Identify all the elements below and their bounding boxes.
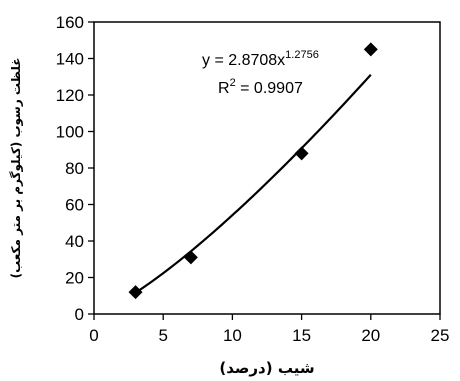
y-tick-label: 60 [65,196,84,215]
trendline [134,74,372,294]
y-axis-title: غلظت رسوب (کیلوگرم بر متر مکعب) [9,58,24,279]
x-tick-label: 10 [223,326,242,345]
r-squared-symbol: R [218,80,230,97]
data-point [183,250,198,265]
data-point [363,42,378,57]
y-tick-label: 80 [65,159,84,178]
trend-equation-exponent: 1.2756 [285,49,319,61]
y-axis: 0 20 40 60 80 100 120 140 160 [56,13,94,324]
y-tick-label: 0 [75,305,84,324]
y-tick-label: 160 [56,13,84,32]
r-squared-exponent: 2 [230,77,236,89]
y-tick-label: 100 [56,123,84,142]
x-tick-label: 0 [89,326,98,345]
data-point [294,146,309,161]
trend-equation-base: y = 2.8708x [202,52,285,69]
y-tick-label: 40 [65,232,84,251]
r-squared: R2 = 0.9907 [218,77,303,97]
x-tick-label: 5 [158,326,167,345]
y-tick-label: 140 [56,50,84,69]
x-tick-label: 25 [431,326,450,345]
x-axis-title: شیب (درصد) [219,359,314,377]
r-squared-value: = 0.9907 [236,80,303,97]
y-tick-label: 20 [65,269,84,288]
data-points [128,42,378,300]
x-tick-label: 15 [292,326,311,345]
trend-equation: y = 2.8708x1.2756 [202,49,319,69]
y-tick-label: 120 [56,86,84,105]
data-point [128,285,143,300]
x-tick-label: 20 [361,326,380,345]
x-axis: 0 5 10 15 20 25 [89,314,449,345]
